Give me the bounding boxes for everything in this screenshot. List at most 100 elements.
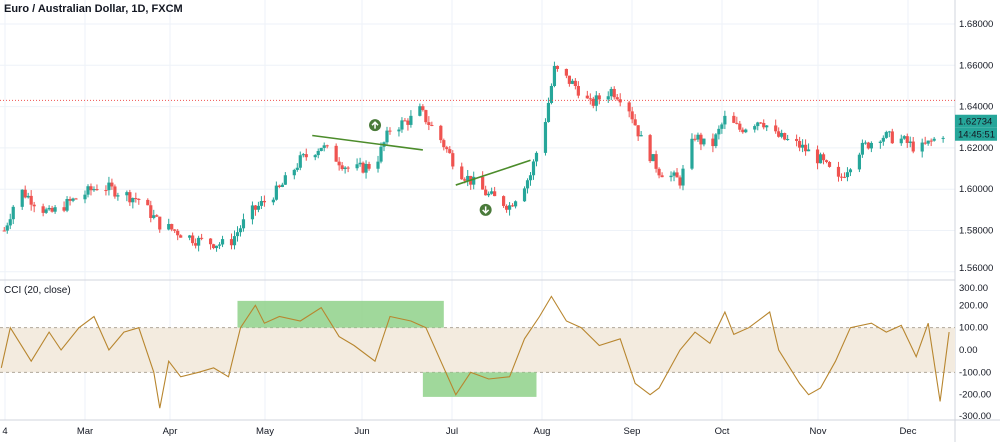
candle-body	[409, 115, 413, 125]
arrow-glyph	[482, 206, 490, 214]
candle-body	[522, 188, 527, 202]
candle-body	[845, 172, 850, 178]
candle-body	[400, 120, 404, 130]
candle-body	[699, 134, 703, 145]
cci-band	[0, 327, 955, 373]
candle-body	[639, 135, 643, 137]
candle-body	[86, 186, 90, 195]
candle-body	[241, 219, 246, 229]
candle-body	[651, 154, 655, 162]
time-axis-label: Sep	[624, 426, 641, 437]
candle-body	[618, 99, 622, 103]
candle-body	[780, 133, 784, 137]
candle-body	[104, 190, 108, 192]
candle-body	[513, 201, 518, 207]
candle-body	[669, 175, 673, 178]
candle-body	[197, 237, 201, 246]
candle-body	[675, 172, 679, 178]
candle-body	[131, 198, 135, 203]
price-axis-label: 1.60000	[959, 184, 993, 195]
cci-axis-label: 0.00	[959, 345, 978, 356]
candle-body	[824, 160, 829, 162]
candle-body	[803, 144, 808, 152]
candle-body	[301, 154, 305, 156]
candle-body	[531, 161, 536, 176]
time-axis-label: Oct	[715, 426, 730, 437]
price-axis-label: 1.68000	[959, 19, 993, 30]
candle-body	[460, 166, 464, 180]
candle-body	[430, 125, 434, 127]
candle-body	[926, 140, 930, 144]
candle-body	[762, 122, 766, 128]
cci-axis-label: -200.00	[959, 390, 991, 401]
candle-body	[573, 80, 577, 86]
candle-body	[23, 189, 27, 198]
candle-body	[361, 162, 365, 173]
candle-body	[250, 205, 255, 220]
countdown-badge	[955, 127, 997, 141]
candle-body	[445, 147, 449, 150]
candle-body	[717, 128, 721, 135]
candle-body	[32, 204, 36, 207]
candle-body	[83, 194, 87, 200]
price-axis-label: 1.56000	[959, 263, 993, 274]
candle-body	[842, 176, 847, 178]
candle-body	[179, 235, 183, 238]
candle-body	[253, 205, 258, 210]
candle-body	[759, 122, 763, 124]
candle-body	[208, 238, 213, 245]
candle-body	[795, 138, 799, 141]
candle-body	[741, 129, 745, 133]
cci-axis-label: 300.00	[959, 283, 988, 294]
trendline	[455, 159, 531, 186]
candle-body	[385, 130, 389, 143]
candle-body	[923, 142, 927, 144]
candle-body	[107, 182, 111, 191]
candle-body	[217, 244, 222, 246]
candle-body	[636, 125, 640, 137]
candle-body	[5, 225, 9, 231]
candle-body	[753, 126, 757, 130]
candle-body	[232, 236, 237, 246]
candle-body	[421, 106, 425, 111]
candle-body	[340, 165, 344, 170]
candle-body	[188, 235, 192, 238]
cci-axis-label: 200.00	[959, 300, 988, 311]
candle-body	[612, 88, 616, 98]
cci-indicator-title[interactable]: CCI (20, close)	[4, 285, 71, 296]
candle-body	[472, 176, 476, 185]
candle-body	[20, 189, 24, 207]
candle-body	[690, 138, 694, 169]
cci-axis-label: -100.00	[959, 367, 991, 378]
candle-body	[403, 120, 407, 122]
candle-body	[379, 146, 383, 162]
candle-body	[229, 239, 234, 246]
candle-body	[615, 97, 619, 100]
candle-body	[786, 138, 790, 140]
price-axis-label: 1.64000	[959, 102, 993, 113]
candle-body	[827, 161, 832, 167]
candle-body	[504, 205, 509, 210]
candle-body	[591, 98, 595, 106]
candle-body	[765, 125, 769, 128]
candle-body	[821, 154, 826, 161]
candle-body	[899, 138, 903, 144]
candle-body	[170, 224, 174, 230]
cci-highlight-box	[237, 300, 444, 328]
candle-body	[313, 155, 317, 158]
candle-body	[346, 167, 350, 169]
candle-body	[567, 75, 571, 84]
candle-body	[116, 195, 120, 197]
candle-body	[47, 207, 51, 210]
candle-body	[271, 199, 275, 203]
candle-body	[68, 199, 72, 201]
time-axis-label: Aug	[534, 426, 551, 437]
candle-body	[113, 186, 117, 197]
time-axis-label: May	[256, 426, 274, 437]
cci-axis-label: -300.00	[959, 411, 991, 422]
candle-body	[137, 198, 141, 200]
candle-body	[570, 80, 574, 84]
candle-body	[125, 192, 129, 196]
candle-body	[630, 111, 634, 120]
